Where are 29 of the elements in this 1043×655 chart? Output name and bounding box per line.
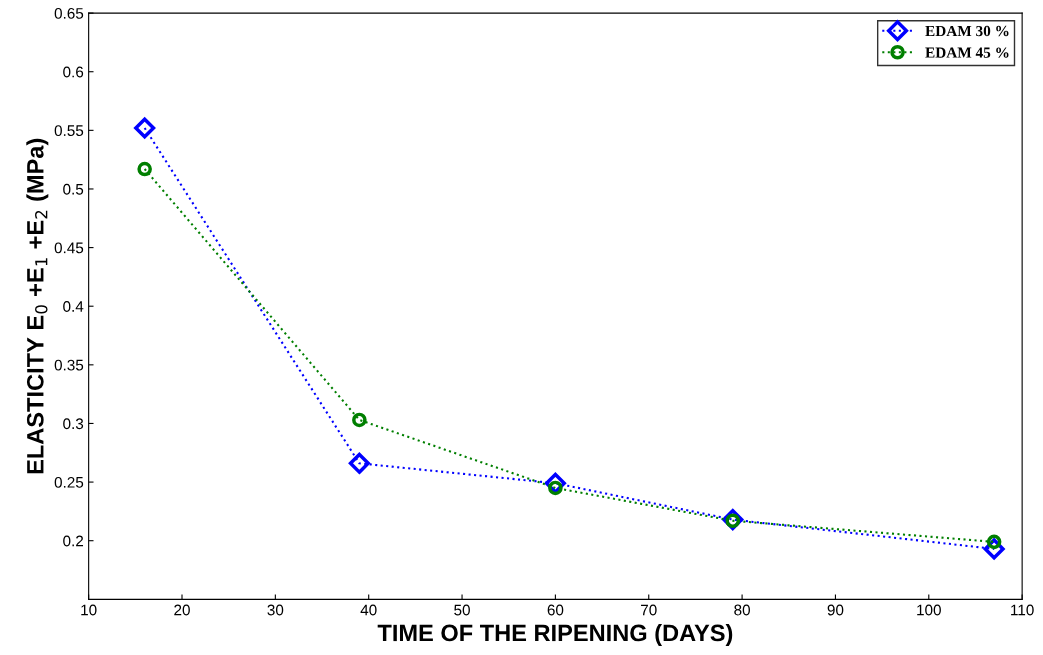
y-tick-label: 0.6	[63, 66, 84, 78]
y-tick-label: 0.55	[54, 125, 84, 137]
y-tick-label: 0.5	[63, 183, 84, 195]
x-tick-label: 90	[827, 604, 844, 616]
x-tick-label: 80	[734, 604, 750, 616]
y-tick-label: 0.4	[63, 301, 84, 312]
y-tick-label: 0.3	[63, 418, 84, 430]
x-tick-label: 40	[360, 604, 377, 616]
y-axis-title: ELASTICITY E$_{0}$ +E$_{1}$ +E$_{2}$ (MPa)	[26, 138, 49, 474]
x-tick-label: 110	[1011, 604, 1034, 616]
x-axis-title: TIME OF THE RIPENING (DAYS)	[377, 623, 733, 646]
legend-label: EDAM 45 %	[925, 47, 1009, 58]
x-tick-label: 60	[547, 604, 564, 616]
y-tick-label: 0.45	[54, 242, 84, 254]
point	[137, 161, 152, 177]
point	[352, 412, 367, 428]
x-tick-label: 50	[454, 604, 470, 616]
y-tick-label: 0.2	[63, 535, 84, 547]
point	[134, 117, 156, 139]
legend-label: EDAM 30 %	[925, 25, 1009, 37]
y-tick-label: 0.25	[54, 476, 84, 488]
point	[348, 452, 370, 474]
x-tick-label: 70	[641, 604, 657, 616]
x-tick-label: 100	[917, 604, 941, 616]
y-tick-label: 0.65	[54, 7, 84, 19]
y-tick-label: 0.35	[54, 359, 84, 371]
x-tick-label: 20	[174, 604, 190, 616]
x-tick-label: 30	[267, 604, 284, 616]
x-tick-label: 10	[81, 604, 97, 616]
